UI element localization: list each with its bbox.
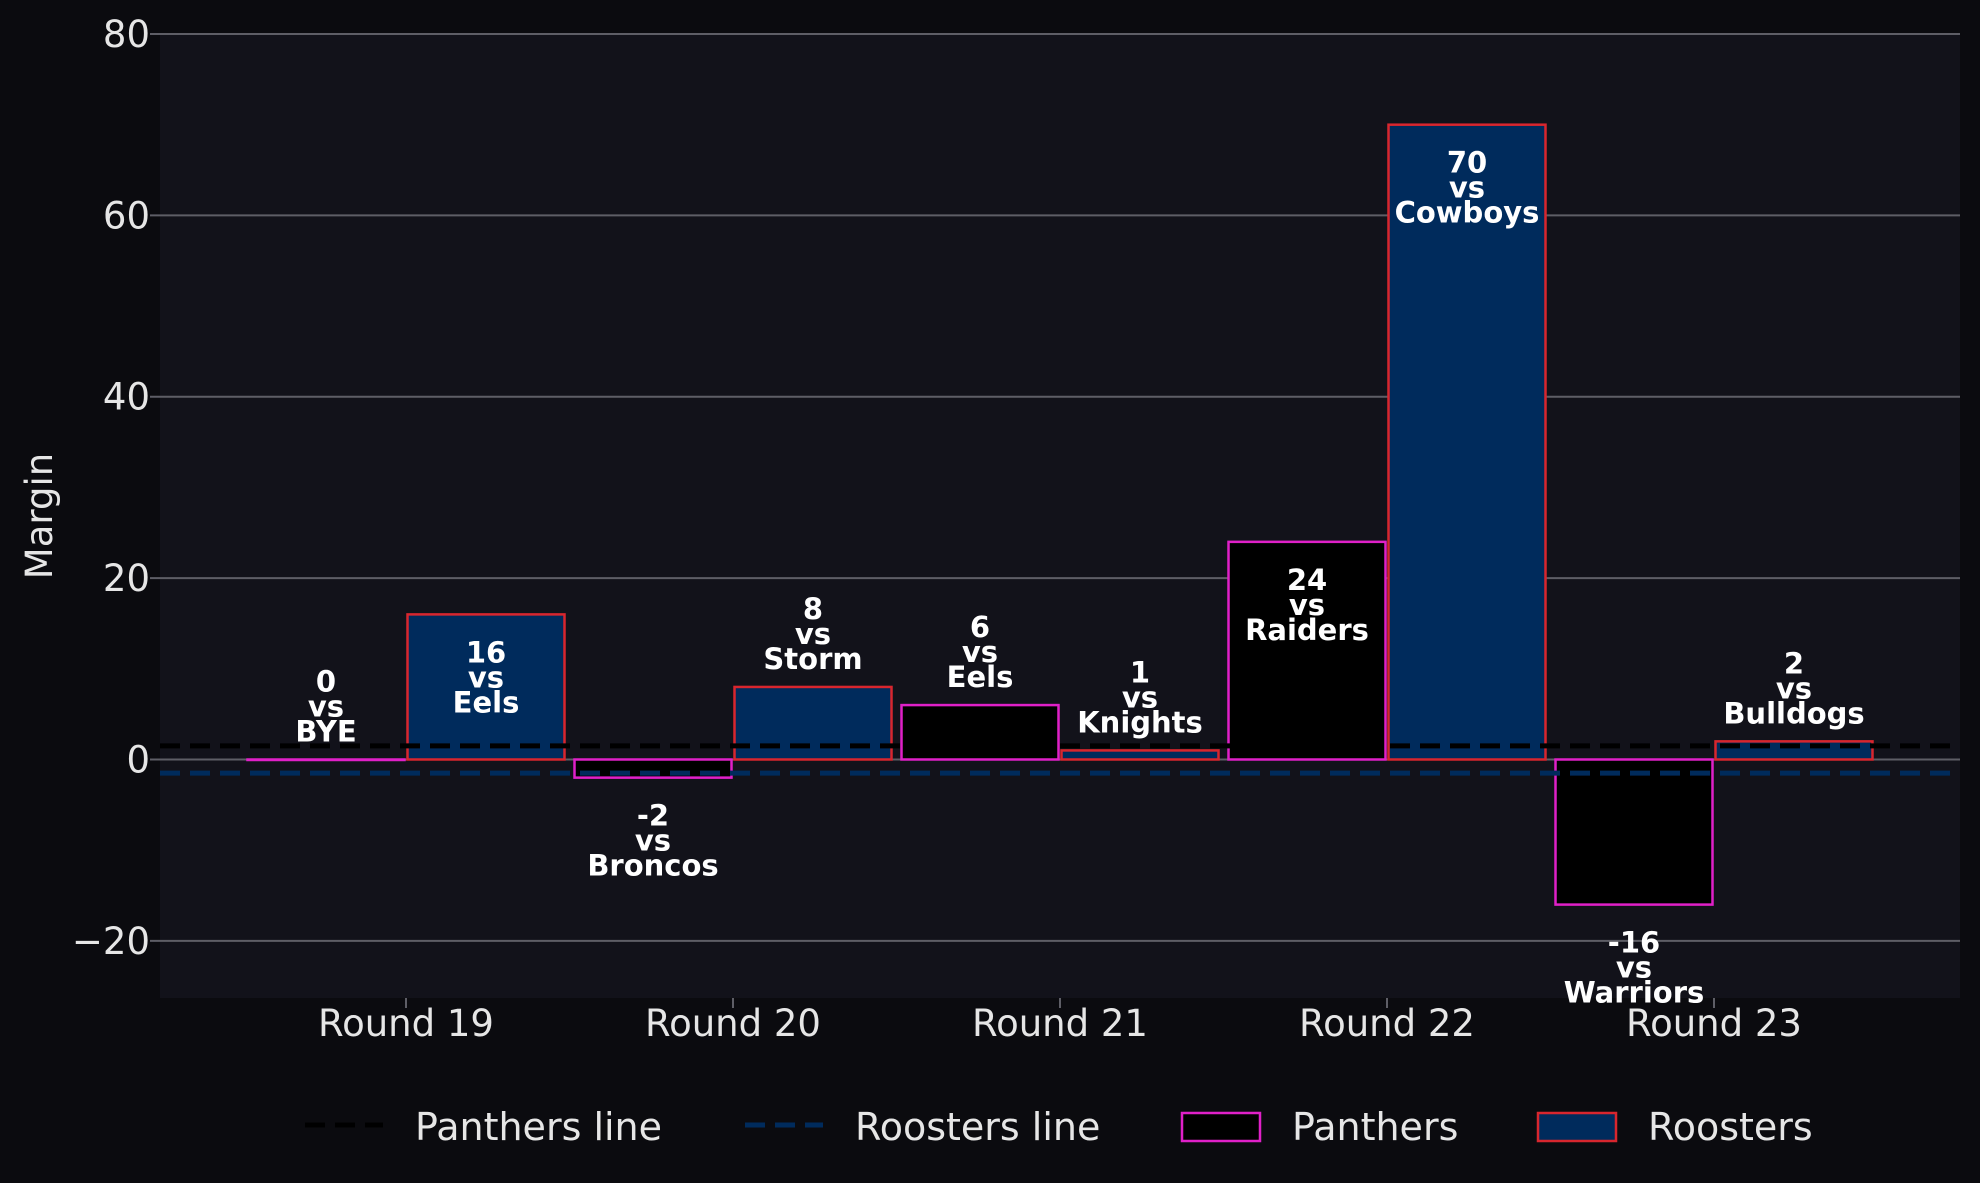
bar-label-line: Storm bbox=[763, 642, 862, 676]
legend-label: Panthers bbox=[1292, 1105, 1458, 1149]
bar-label-line: Broncos bbox=[587, 849, 718, 883]
legend-patch-swatch bbox=[1536, 1111, 1618, 1143]
bar-label-line: 70 bbox=[1447, 146, 1487, 180]
legend-label: Roosters bbox=[1648, 1105, 1813, 1149]
bar-roosters-1 bbox=[406, 613, 566, 761]
bar-label-line: Cowboys bbox=[1395, 196, 1540, 230]
legend-entry: Roosters bbox=[1536, 1105, 1813, 1149]
bar-label-line: vs bbox=[1616, 951, 1652, 985]
legend: Panthers line Roosters line Panthers Rooste… bbox=[305, 1105, 1813, 1149]
legend-entry: Panthers bbox=[1180, 1105, 1458, 1149]
bar-roosters-3 bbox=[1060, 749, 1220, 761]
y-axis-ticks: −20 0 20 40 60 80 bbox=[72, 13, 160, 963]
bar-label-line: Eels bbox=[947, 660, 1014, 694]
bar-label-line: 24 bbox=[1287, 563, 1327, 597]
y-axis-label: Margin bbox=[18, 453, 61, 579]
bar-label-line: 2 bbox=[1784, 646, 1804, 680]
bar-label-line: 6 bbox=[970, 610, 990, 644]
bar-label-line: 0 bbox=[316, 664, 336, 698]
y-tick-label: 0 bbox=[126, 738, 150, 781]
bar-panthers-5 bbox=[1554, 758, 1714, 906]
bar-label-line: vs bbox=[1776, 671, 1812, 705]
bar-roosters-2 bbox=[733, 685, 893, 761]
x-tick-label: Round 20 bbox=[645, 1002, 821, 1045]
bar-label-line: -2 bbox=[637, 799, 669, 833]
bar-label-line: Raiders bbox=[1245, 613, 1369, 647]
bar-label-line: vs bbox=[635, 824, 671, 858]
bars bbox=[246, 123, 1874, 906]
bar-label-line: 1 bbox=[1130, 655, 1150, 689]
bar-label-line: vs bbox=[1449, 171, 1485, 205]
bar-label-line: vs bbox=[308, 689, 344, 723]
x-tick-label: Round 19 bbox=[318, 1002, 494, 1045]
legend-patch-swatch bbox=[1180, 1111, 1262, 1143]
bar-label-line: Bulldogs bbox=[1723, 696, 1864, 730]
bar-panthers-3 bbox=[900, 703, 1060, 761]
bar-label-line: vs bbox=[1122, 680, 1158, 714]
bar-label-line: 8 bbox=[803, 592, 823, 626]
bar-label-line: Warriors bbox=[1564, 976, 1705, 1010]
bar-label-line: Knights bbox=[1077, 705, 1203, 739]
bar-labels: 0vsBYE16vsEels-2vsBroncos8vsStorm6vsEels… bbox=[295, 146, 1864, 1010]
legend-label: Roosters line bbox=[855, 1105, 1100, 1149]
y-tick-label: 80 bbox=[103, 13, 150, 56]
bar-label-line: vs bbox=[1289, 588, 1325, 622]
bar-panthers-4 bbox=[1227, 540, 1387, 761]
bar-label-line: vs bbox=[962, 635, 998, 669]
y-tick-label: 60 bbox=[103, 194, 150, 237]
bar-label-line: vs bbox=[795, 617, 831, 651]
bar-panthers-1 bbox=[246, 758, 406, 762]
bar-label-line: BYE bbox=[295, 714, 356, 748]
y-tick-label: −20 bbox=[72, 920, 150, 963]
legend-entry: Roosters line bbox=[745, 1105, 1100, 1149]
gridlines bbox=[160, 33, 1960, 942]
bar-label-line: Eels bbox=[453, 685, 520, 719]
legend-entry: Panthers line bbox=[305, 1105, 662, 1149]
bar-label-line: 16 bbox=[466, 635, 506, 669]
bar-label-line: -16 bbox=[1608, 926, 1660, 960]
x-axis-ticks: Round 19 Round 20 Round 21 Round 22 Round 23 bbox=[318, 998, 1802, 1045]
x-tick-label: Round 23 bbox=[1626, 1002, 1802, 1045]
y-tick-label: 40 bbox=[103, 376, 150, 419]
bar-roosters-4 bbox=[1387, 123, 1547, 761]
x-tick-label: Round 22 bbox=[1299, 1002, 1475, 1045]
legend-label: Panthers line bbox=[415, 1105, 662, 1149]
x-tick-label: Round 21 bbox=[972, 1002, 1148, 1045]
bar-label-line: vs bbox=[468, 660, 504, 694]
reference-lines bbox=[160, 743, 1960, 776]
y-tick-label: 20 bbox=[103, 557, 150, 600]
